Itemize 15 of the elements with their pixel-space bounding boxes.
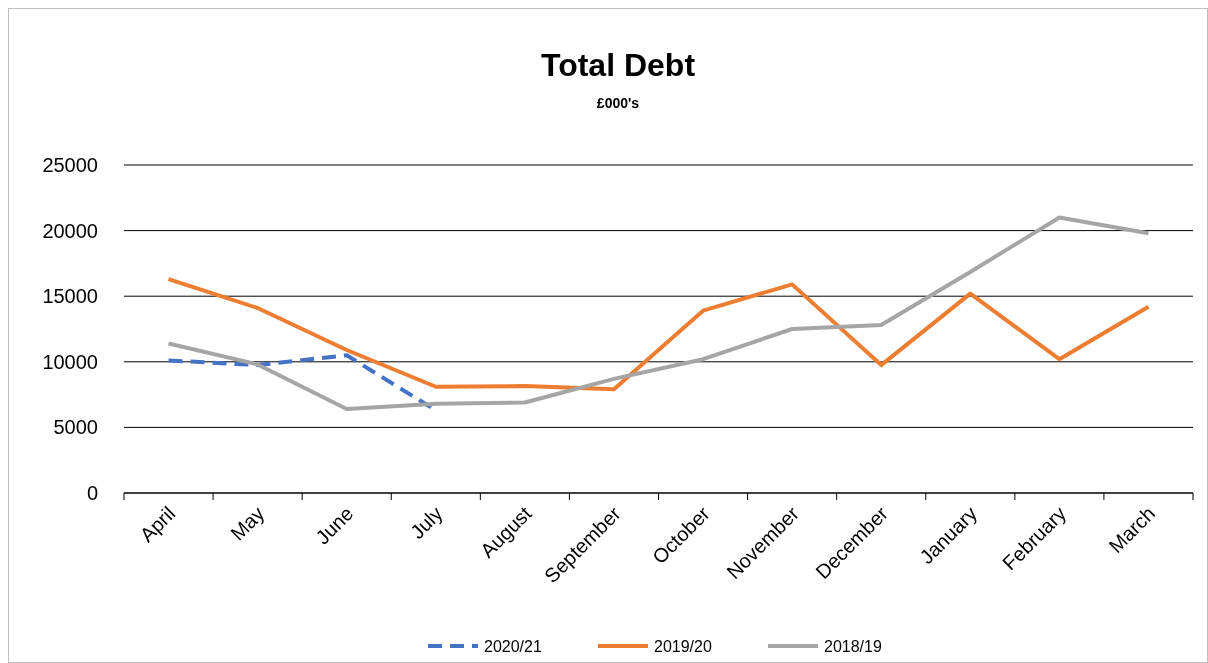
x-tick-label: July	[405, 502, 447, 543]
x-tick-label: May	[226, 502, 269, 545]
line-series	[166, 215, 1151, 412]
y-tick-label: 0	[86, 482, 98, 504]
legend-label: 2020/21	[484, 637, 542, 655]
y-tick-label: 25000	[42, 154, 98, 176]
chart-subtitle: £000's	[596, 95, 640, 111]
y-tick-label: 5000	[53, 416, 98, 439]
legend-label: 2019/20	[654, 637, 712, 655]
legend-label: 2018/19	[824, 637, 882, 655]
chart-title: Total Debt	[540, 47, 696, 83]
y-tick-label: 10000	[42, 350, 98, 373]
y-tick-label: 20000	[42, 219, 98, 242]
line-series	[166, 277, 1151, 392]
y-tick-label: 15000	[42, 285, 98, 308]
